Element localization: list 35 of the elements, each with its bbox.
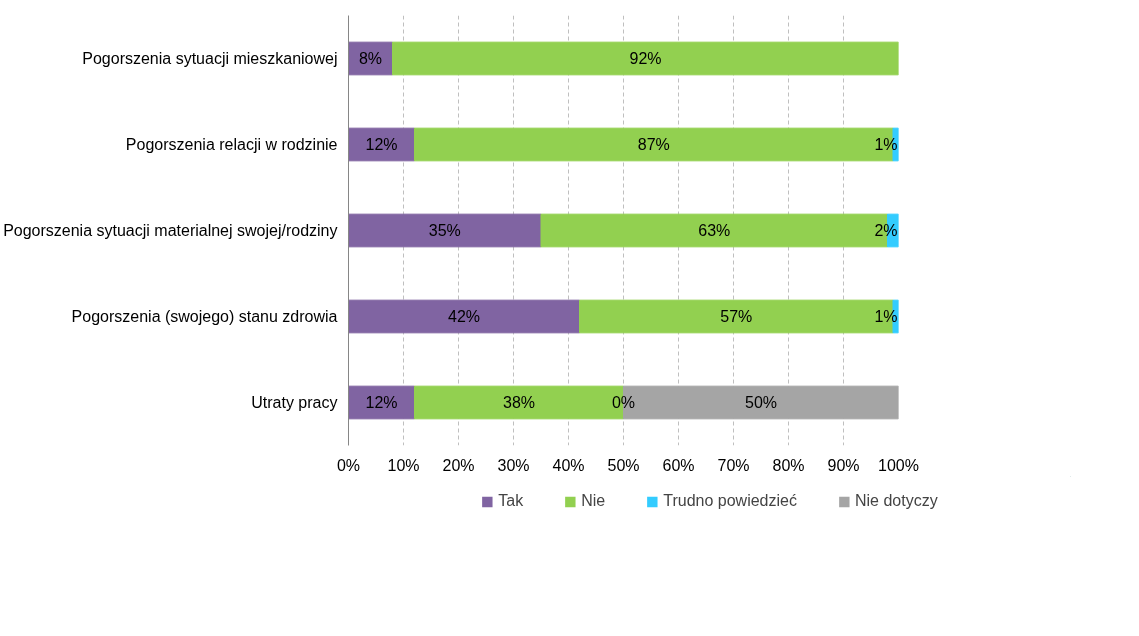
data-label: 12% xyxy=(365,136,398,153)
legend-label: Tak xyxy=(498,492,524,510)
data-label: 63% xyxy=(698,222,731,239)
bar xyxy=(348,213,542,248)
bar xyxy=(392,41,899,76)
y-tick-label: Utraty pracy xyxy=(251,394,338,411)
data-label: 57% xyxy=(720,308,753,325)
data-label: 8% xyxy=(358,50,383,67)
y-tick-label: Pogorszenia sytuacji mieszkaniowej xyxy=(82,50,338,67)
x-tick-label: 10% xyxy=(387,456,420,474)
y-tick-label: Pogorszenia sytuacji materialnej swojej/rodziny xyxy=(3,222,338,239)
x-tick-label: 50% xyxy=(607,456,640,474)
x-tick-label: 70% xyxy=(717,456,750,474)
x-tick-label: 40% xyxy=(552,456,585,474)
x-tick-label: 0% xyxy=(336,456,361,474)
x-tick-label: 90% xyxy=(827,456,860,474)
x-tick-label: 20% xyxy=(442,456,475,474)
data-label: 42% xyxy=(447,308,481,325)
y-tick-label: Pogorszenia (swojego) stanu zdrowia xyxy=(71,308,338,325)
data-label: 92% xyxy=(629,50,662,67)
x-tick-label: 100% xyxy=(878,456,919,474)
legend-label: Nie dotyczy xyxy=(854,492,938,510)
legend-label: Nie xyxy=(581,492,606,510)
data-label: 12% xyxy=(365,394,398,411)
data-label: 38% xyxy=(502,394,536,411)
data-label: 87% xyxy=(637,136,670,153)
x-tick-label: 30% xyxy=(497,456,530,474)
data-label: 0% xyxy=(611,394,636,411)
x-tick-label: 80% xyxy=(772,456,805,474)
bar xyxy=(348,299,580,334)
data-label: 35% xyxy=(428,222,461,239)
data-label: 50% xyxy=(744,394,778,411)
x-tick-label: 60% xyxy=(662,456,695,474)
y-tick-label: Pogorszenia relacji w rodzinie xyxy=(125,136,338,153)
legend-label: Trudno powiedzieć xyxy=(663,492,797,510)
